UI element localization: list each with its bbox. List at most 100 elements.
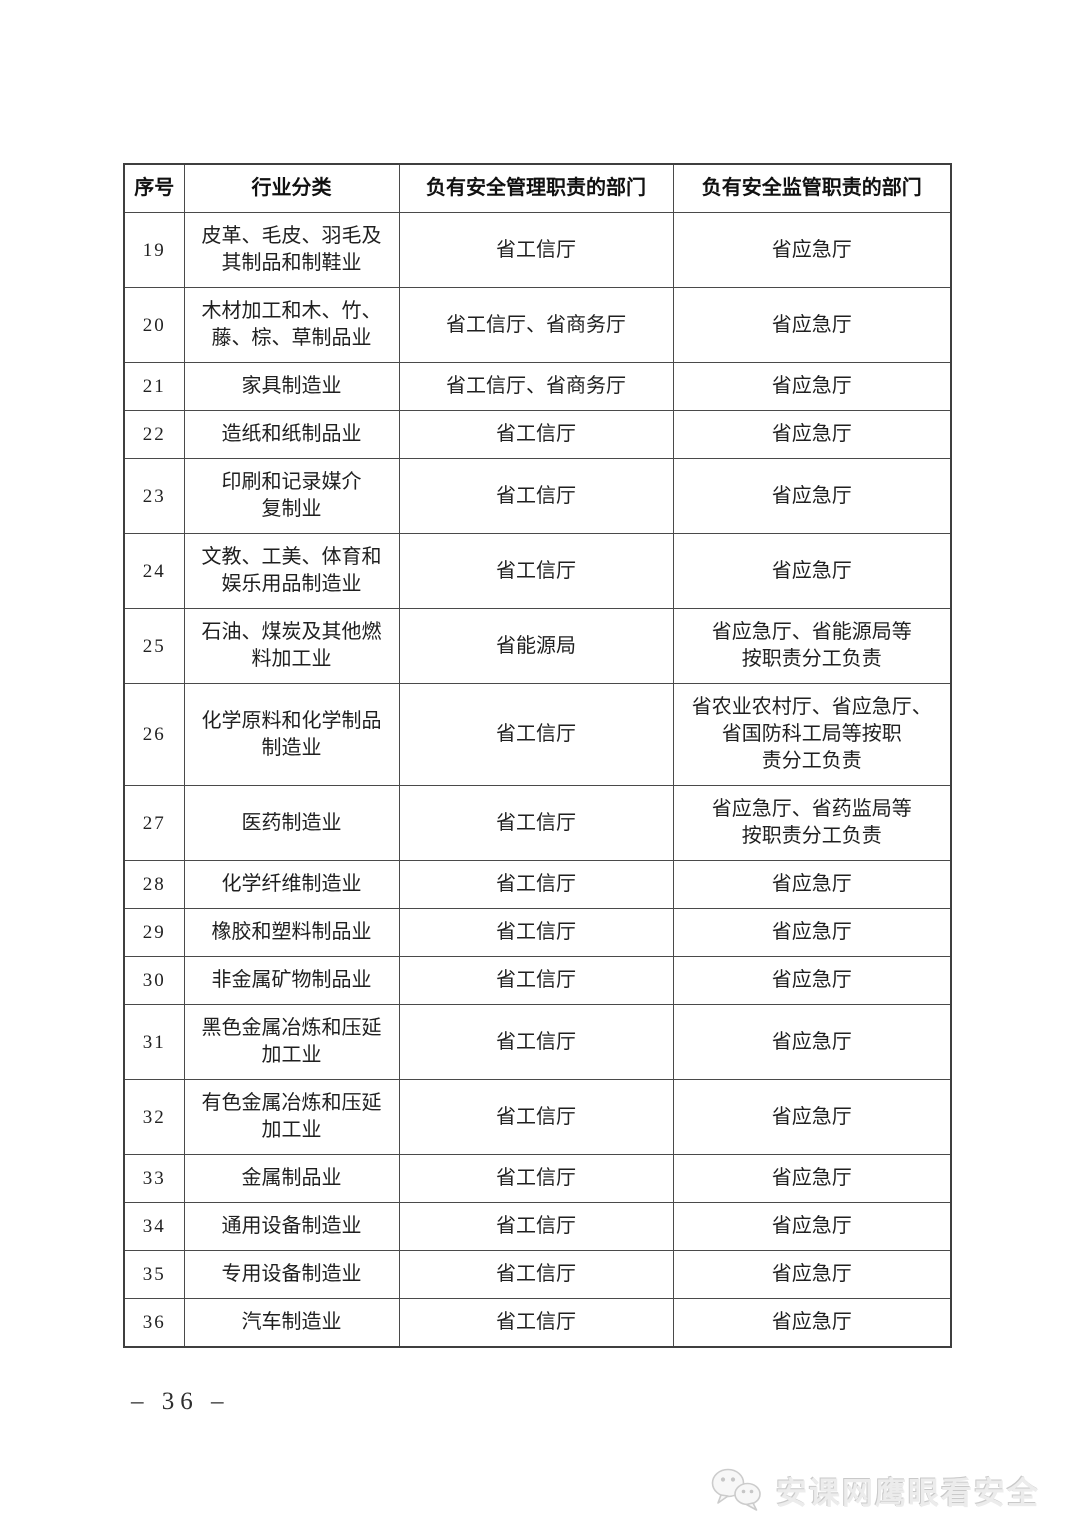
management-dept-cell: 省工信厅 [398, 956, 674, 1005]
header-cell: 负有安全管理职责的部门 [398, 163, 674, 213]
supervision-dept-cell: 省农业农村厅、省应急厅、 省国防科工局等按职 责分工负责 [672, 683, 952, 786]
industry-cell: 非金属矿物制品业 [183, 956, 400, 1005]
responsibility-table: 序号 行业分类 负有安全管理职责的部门 负有安全监管职责的部门 19 皮革、毛皮、羽毛及… [123, 163, 952, 1348]
row-number-cell: 34 [123, 1202, 185, 1251]
table-row: 27 医药制造业 省工信厅 省应急厅、省药监局等 按职责分工负责 [123, 785, 952, 861]
row-number-cell: 19 [123, 212, 185, 288]
industry-cell: 石油、煤炭及其他燃 料加工业 [183, 608, 400, 684]
table-row: 34 通用设备制造业 省工信厅 省应急厅 [123, 1202, 952, 1251]
table-row: 33 金属制品业 省工信厅 省应急厅 [123, 1154, 952, 1203]
header-cell: 行业分类 [183, 163, 400, 213]
management-dept-cell: 省工信厅 [398, 683, 674, 786]
header-cell: 序号 [123, 163, 185, 213]
industry-cell: 黑色金属冶炼和压延 加工业 [183, 1004, 400, 1080]
supervision-dept-cell: 省应急厅 [672, 1079, 952, 1155]
supervision-dept-cell: 省应急厅 [672, 1202, 952, 1251]
management-dept-cell: 省工信厅 [398, 1298, 674, 1348]
table-header-row: 序号 行业分类 负有安全管理职责的部门 负有安全监管职责的部门 [123, 163, 952, 213]
row-number-cell: 29 [123, 908, 185, 957]
management-dept-cell: 省工信厅 [398, 860, 674, 909]
row-number-cell: 23 [123, 458, 185, 534]
industry-cell: 金属制品业 [183, 1154, 400, 1203]
row-number-cell: 36 [123, 1298, 185, 1348]
industry-cell: 化学纤维制造业 [183, 860, 400, 909]
row-number-cell: 32 [123, 1079, 185, 1155]
row-number-cell: 30 [123, 956, 185, 1005]
table-row: 29 橡胶和塑料制品业 省工信厅 省应急厅 [123, 908, 952, 957]
supervision-dept-cell: 省应急厅、省药监局等 按职责分工负责 [672, 785, 952, 861]
industry-cell: 汽车制造业 [183, 1298, 400, 1348]
management-dept-cell: 省能源局 [398, 608, 674, 684]
supervision-dept-cell: 省应急厅 [672, 1250, 952, 1299]
row-number-cell: 21 [123, 362, 185, 411]
industry-cell: 文教、工美、体育和 娱乐用品制造业 [183, 533, 400, 609]
industry-cell: 有色金属冶炼和压延 加工业 [183, 1079, 400, 1155]
watermark-text: 安课网鹰眼看安全 [776, 1475, 1040, 1511]
management-dept-cell: 省工信厅 [398, 1202, 674, 1251]
industry-cell: 木材加工和木、竹、 藤、棕、草制品业 [183, 287, 400, 363]
industry-cell: 医药制造业 [183, 785, 400, 861]
supervision-dept-cell: 省应急厅 [672, 212, 952, 288]
management-dept-cell: 省工信厅 [398, 785, 674, 861]
supervision-dept-cell: 省应急厅 [672, 908, 952, 957]
page-number: – 36 – [131, 1388, 230, 1415]
table-row: 22 造纸和纸制品业 省工信厅 省应急厅 [123, 410, 952, 459]
row-number-cell: 24 [123, 533, 185, 609]
supervision-dept-cell: 省应急厅、省能源局等 按职责分工负责 [672, 608, 952, 684]
supervision-dept-cell: 省应急厅 [672, 410, 952, 459]
industry-cell: 化学原料和化学制品 制造业 [183, 683, 400, 786]
supervision-dept-cell: 省应急厅 [672, 1298, 952, 1348]
management-dept-cell: 省工信厅 [398, 458, 674, 534]
table-row: 25 石油、煤炭及其他燃 料加工业 省能源局 省应急厅、省能源局等 按职责分工负责 [123, 608, 952, 684]
table-row: 21 家具制造业 省工信厅、省商务厅 省应急厅 [123, 362, 952, 411]
table-row: 28 化学纤维制造业 省工信厅 省应急厅 [123, 860, 952, 909]
table-row: 31 黑色金属冶炼和压延 加工业 省工信厅 省应急厅 [123, 1004, 952, 1080]
management-dept-cell: 省工信厅 [398, 212, 674, 288]
table-row: 26 化学原料和化学制品 制造业 省工信厅 省农业农村厅、省应急厅、 省国防科工局等按… [123, 683, 952, 786]
table-row: 20 木材加工和木、竹、 藤、棕、草制品业 省工信厅、省商务厅 省应急厅 [123, 287, 952, 363]
management-dept-cell: 省工信厅 [398, 1250, 674, 1299]
supervision-dept-cell: 省应急厅 [672, 533, 952, 609]
row-number-cell: 33 [123, 1154, 185, 1203]
row-number-cell: 26 [123, 683, 185, 786]
industry-cell: 通用设备制造业 [183, 1202, 400, 1251]
industry-cell: 印刷和记录媒介 复制业 [183, 458, 400, 534]
table-row: 19 皮革、毛皮、羽毛及 其制品和制鞋业 省工信厅 省应急厅 [123, 212, 952, 288]
table-row: 35 专用设备制造业 省工信厅 省应急厅 [123, 1250, 952, 1299]
table-body: 19 皮革、毛皮、羽毛及 其制品和制鞋业 省工信厅 省应急厅 20 木材加工和木、竹、 藤… [123, 212, 952, 1348]
header-cell: 负有安全监管职责的部门 [672, 163, 952, 213]
row-number-cell: 22 [123, 410, 185, 459]
industry-cell: 皮革、毛皮、羽毛及 其制品和制鞋业 [183, 212, 400, 288]
row-number-cell: 35 [123, 1250, 185, 1299]
row-number-cell: 27 [123, 785, 185, 861]
industry-cell: 造纸和纸制品业 [183, 410, 400, 459]
table-row: 23 印刷和记录媒介 复制业 省工信厅 省应急厅 [123, 458, 952, 534]
supervision-dept-cell: 省应急厅 [672, 362, 952, 411]
management-dept-cell: 省工信厅、省商务厅 [398, 287, 674, 363]
row-number-cell: 25 [123, 608, 185, 684]
table-row: 24 文教、工美、体育和 娱乐用品制造业 省工信厅 省应急厅 [123, 533, 952, 609]
management-dept-cell: 省工信厅、省商务厅 [398, 362, 674, 411]
supervision-dept-cell: 省应急厅 [672, 287, 952, 363]
watermark: 安课网鹰眼看安全 [708, 1466, 1040, 1514]
table-row: 32 有色金属冶炼和压延 加工业 省工信厅 省应急厅 [123, 1079, 952, 1155]
industry-cell: 橡胶和塑料制品业 [183, 908, 400, 957]
row-number-cell: 20 [123, 287, 185, 363]
management-dept-cell: 省工信厅 [398, 1004, 674, 1080]
supervision-dept-cell: 省应急厅 [672, 1154, 952, 1203]
management-dept-cell: 省工信厅 [398, 533, 674, 609]
supervision-dept-cell: 省应急厅 [672, 1004, 952, 1080]
management-dept-cell: 省工信厅 [398, 1079, 674, 1155]
supervision-dept-cell: 省应急厅 [672, 956, 952, 1005]
wechat-bubbles-icon [708, 1466, 766, 1514]
supervision-dept-cell: 省应急厅 [672, 860, 952, 909]
industry-cell: 专用设备制造业 [183, 1250, 400, 1299]
management-dept-cell: 省工信厅 [398, 1154, 674, 1203]
row-number-cell: 31 [123, 1004, 185, 1080]
industry-cell: 家具制造业 [183, 362, 400, 411]
supervision-dept-cell: 省应急厅 [672, 458, 952, 534]
table-row: 36 汽车制造业 省工信厅 省应急厅 [123, 1298, 952, 1348]
table-row: 30 非金属矿物制品业 省工信厅 省应急厅 [123, 956, 952, 1005]
management-dept-cell: 省工信厅 [398, 410, 674, 459]
row-number-cell: 28 [123, 860, 185, 909]
